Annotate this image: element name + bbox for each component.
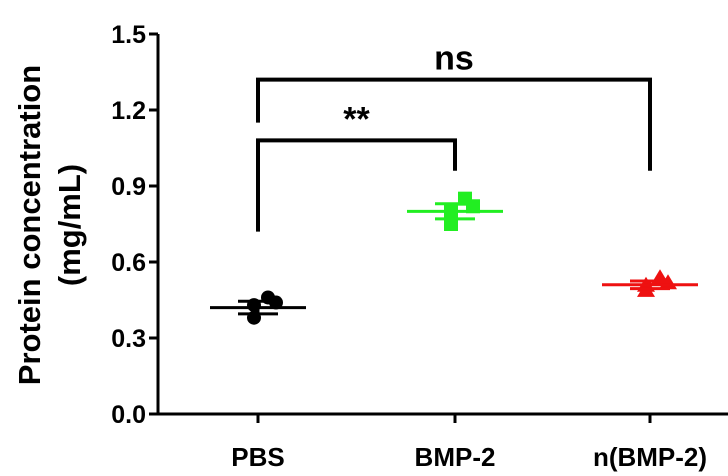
- series-bmp-2: [407, 191, 503, 231]
- axes: [156, 34, 728, 416]
- data-points: [210, 191, 698, 325]
- y-tick-label: 0.6: [111, 249, 146, 277]
- series-n-bmp-2-: [602, 269, 698, 297]
- y-axis-label-line1: Protein concentration: [12, 65, 47, 385]
- series-pbs: [210, 290, 306, 325]
- x-tick-label: BMP-2: [415, 442, 496, 472]
- x-ticks: PBS BMP-2 n(BMP-2): [231, 414, 707, 472]
- y-tick-label: 0.0: [111, 401, 146, 429]
- y-tick-label: 1.5: [111, 21, 146, 49]
- data-point: [444, 217, 458, 231]
- significance-bracket: [256, 138, 457, 232]
- significance-label: ns: [434, 40, 474, 78]
- y-tick-label: 0.3: [111, 325, 146, 353]
- y-tick-label: 1.2: [111, 97, 146, 125]
- x-tick-label: PBS: [231, 442, 284, 472]
- significance-annotations: ** ns: [256, 40, 652, 232]
- y-tick-label: 0.9: [111, 173, 146, 201]
- significance-label: **: [343, 100, 370, 138]
- y-ticks: 0.0 0.3 0.6 0.9 1.2 1.5: [111, 21, 158, 429]
- y-axis-label-line2: (mg/mL): [52, 164, 87, 286]
- significance-bracket: [256, 77, 652, 171]
- x-tick-label: n(BMP-2): [593, 442, 707, 472]
